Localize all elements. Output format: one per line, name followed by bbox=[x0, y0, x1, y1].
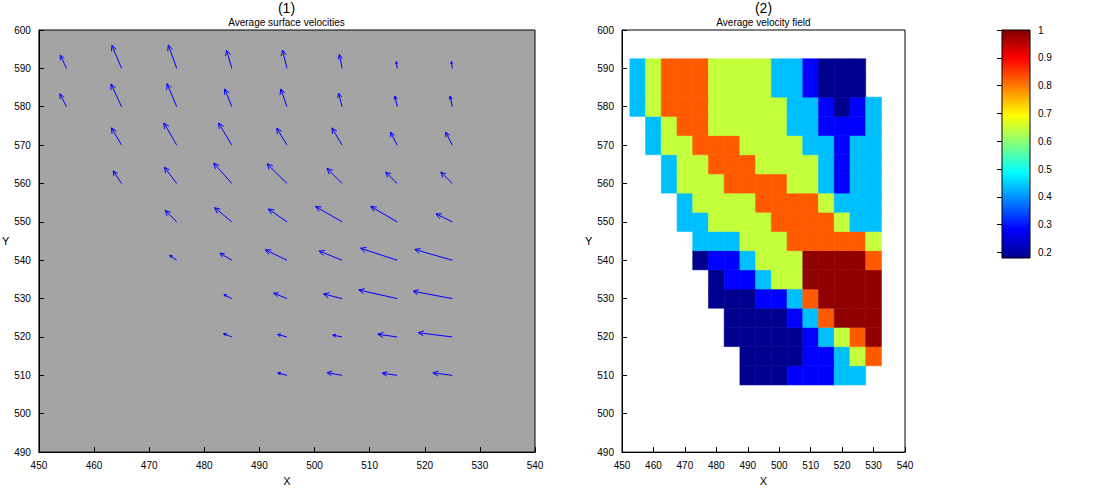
svg-text:500: 500 bbox=[771, 460, 788, 471]
svg-text:Y: Y bbox=[585, 235, 593, 247]
svg-text:580: 580 bbox=[14, 101, 31, 112]
svg-text:480: 480 bbox=[708, 460, 725, 471]
svg-text:X: X bbox=[283, 475, 291, 487]
svg-text:590: 590 bbox=[597, 63, 614, 74]
svg-text:520: 520 bbox=[416, 460, 433, 471]
svg-text:0.5: 0.5 bbox=[1038, 164, 1052, 175]
svg-text:520: 520 bbox=[597, 331, 614, 342]
svg-text:550: 550 bbox=[597, 216, 614, 227]
svg-text:(1): (1) bbox=[278, 0, 295, 16]
svg-text:590: 590 bbox=[14, 63, 31, 74]
svg-text:Y: Y bbox=[2, 235, 10, 247]
svg-text:550: 550 bbox=[14, 216, 31, 227]
svg-text:540: 540 bbox=[527, 460, 544, 471]
svg-text:470: 470 bbox=[141, 460, 158, 471]
svg-text:Average velocity field: Average velocity field bbox=[716, 17, 810, 28]
svg-text:(2): (2) bbox=[755, 0, 772, 16]
svg-text:530: 530 bbox=[865, 460, 882, 471]
svg-text:510: 510 bbox=[14, 370, 31, 381]
svg-text:0.2: 0.2 bbox=[1038, 247, 1052, 258]
svg-text:570: 570 bbox=[597, 140, 614, 151]
svg-text:600: 600 bbox=[597, 25, 614, 36]
svg-text:500: 500 bbox=[306, 460, 323, 471]
svg-text:510: 510 bbox=[802, 460, 819, 471]
svg-text:530: 530 bbox=[472, 460, 489, 471]
svg-text:450: 450 bbox=[31, 460, 48, 471]
svg-text:0.8: 0.8 bbox=[1038, 80, 1052, 91]
svg-text:540: 540 bbox=[897, 460, 914, 471]
svg-text:500: 500 bbox=[597, 408, 614, 419]
svg-text:570: 570 bbox=[14, 140, 31, 151]
svg-text:1: 1 bbox=[1038, 25, 1044, 36]
svg-text:490: 490 bbox=[14, 447, 31, 458]
svg-text:560: 560 bbox=[597, 178, 614, 189]
svg-text:490: 490 bbox=[739, 460, 756, 471]
svg-text:510: 510 bbox=[597, 370, 614, 381]
svg-text:540: 540 bbox=[597, 255, 614, 266]
svg-text:460: 460 bbox=[86, 460, 103, 471]
svg-text:0.9: 0.9 bbox=[1038, 52, 1052, 63]
svg-text:560: 560 bbox=[14, 178, 31, 189]
svg-text:0.6: 0.6 bbox=[1038, 136, 1052, 147]
svg-text:530: 530 bbox=[14, 293, 31, 304]
svg-text:0.4: 0.4 bbox=[1038, 191, 1052, 202]
svg-text:540: 540 bbox=[14, 255, 31, 266]
svg-text:510: 510 bbox=[361, 460, 378, 471]
svg-text:530: 530 bbox=[597, 293, 614, 304]
svg-text:470: 470 bbox=[677, 460, 694, 471]
svg-text:460: 460 bbox=[645, 460, 662, 471]
svg-text:480: 480 bbox=[196, 460, 213, 471]
svg-text:580: 580 bbox=[597, 101, 614, 112]
svg-text:490: 490 bbox=[597, 447, 614, 458]
svg-text:450: 450 bbox=[614, 460, 631, 471]
svg-text:X: X bbox=[760, 475, 768, 487]
svg-text:520: 520 bbox=[14, 331, 31, 342]
svg-text:520: 520 bbox=[834, 460, 851, 471]
svg-text:500: 500 bbox=[14, 408, 31, 419]
svg-text:0.7: 0.7 bbox=[1038, 108, 1052, 119]
svg-text:0.3: 0.3 bbox=[1038, 219, 1052, 230]
svg-text:600: 600 bbox=[14, 25, 31, 36]
svg-text:Average surface velocities: Average surface velocities bbox=[228, 17, 345, 28]
svg-text:490: 490 bbox=[251, 460, 268, 471]
